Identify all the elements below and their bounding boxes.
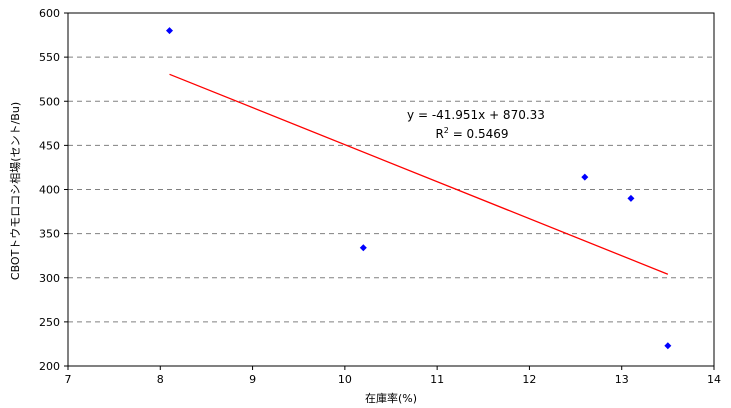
y-tick-label: 250 (39, 316, 60, 329)
x-tick-label: 13 (615, 373, 629, 386)
x-axis-ticks: 7 8 9 10 11 12 13 14 (65, 366, 721, 386)
x-axis-title: 在庫率(%) (365, 391, 417, 405)
y-tick-label: 400 (39, 184, 60, 197)
x-tick-label: 11 (430, 373, 444, 386)
y-tick-label: 300 (39, 272, 60, 285)
data-point (359, 244, 367, 252)
data-point (627, 194, 635, 202)
y-tick-label: 500 (39, 95, 60, 108)
trendline (169, 73, 669, 275)
x-tick-label: 8 (157, 373, 164, 386)
gridlines (68, 56, 714, 323)
x-tick-label: 7 (65, 373, 72, 386)
trendline-equation: y = -41.951x + 870.33 (407, 108, 545, 122)
x-tick-label: 12 (522, 373, 536, 386)
data-point (581, 173, 589, 181)
data-point (664, 342, 672, 350)
r-squared-label: R2 = 0.5469 (435, 126, 508, 141)
y-tick-label: 550 (39, 51, 60, 64)
x-tick-label: 9 (249, 373, 256, 386)
x-tick-label: 10 (338, 373, 352, 386)
x-tick-label: 14 (707, 373, 721, 386)
data-points (166, 27, 672, 350)
data-point (166, 27, 174, 35)
y-tick-label: 600 (39, 7, 60, 20)
y-tick-label: 350 (39, 228, 60, 241)
y-axis-ticks: 200 250 300 350 400 450 500 550 600 (39, 7, 68, 373)
y-axis-title: CBOTトウモロコシ相場(セント/Bu) (9, 102, 22, 280)
y-tick-label: 450 (39, 139, 60, 152)
y-tick-label: 200 (39, 360, 60, 373)
